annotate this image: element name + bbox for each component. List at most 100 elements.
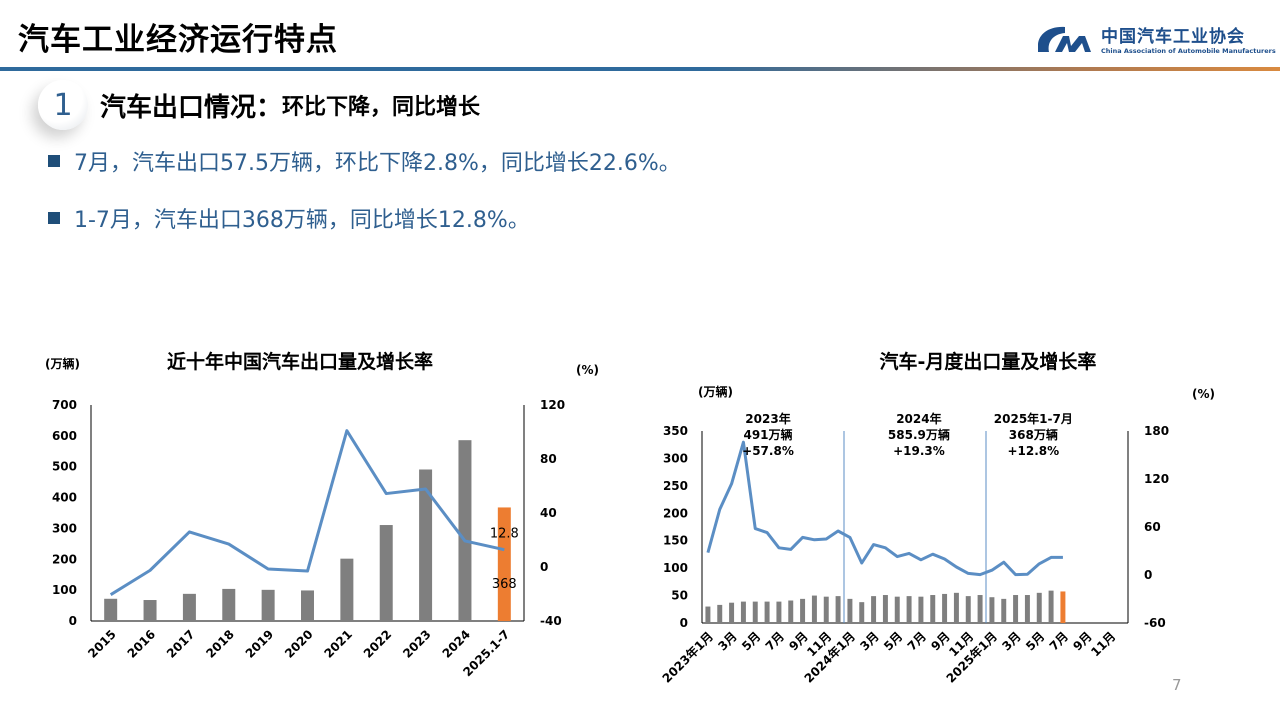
bullet-square-icon: [48, 155, 60, 167]
bar: [776, 601, 782, 623]
x-tick-label: 2023: [400, 627, 434, 661]
bar: [942, 593, 948, 623]
year-annotation: +57.8%: [742, 444, 794, 458]
y2-tick-label: 60: [1144, 520, 1161, 534]
bar: [847, 598, 853, 623]
logo-name-cn: 中国汽车工业协会: [1101, 27, 1245, 47]
y-tick-label: 700: [52, 398, 77, 412]
y-tick-label: 100: [52, 583, 77, 597]
section-title: 汽车出口情况：: [100, 92, 283, 123]
y-axis-unit: (万辆): [698, 384, 733, 399]
bar: [800, 598, 806, 623]
y2-axis-unit: (%): [1192, 387, 1215, 401]
bar: [497, 507, 511, 621]
chart-title: 汽车-月度出口量及增长率: [880, 350, 1097, 373]
x-tick-label: 3月: [857, 629, 881, 653]
bar: [740, 601, 746, 623]
x-tick-label: 3月: [999, 629, 1023, 653]
bar: [340, 558, 354, 621]
year-annotation: +19.3%: [893, 444, 945, 458]
x-tick-label: 2015: [85, 627, 119, 661]
y2-tick-label: -60: [1144, 616, 1166, 630]
bar: [871, 596, 877, 623]
page-number: 7: [1172, 676, 1182, 694]
x-tick-label: 2016: [125, 627, 159, 661]
x-tick-label: 3月: [715, 629, 739, 653]
growth-rate-line: [109, 429, 505, 596]
header-divider: [0, 67, 1280, 71]
bar: [705, 606, 711, 623]
bar: [1060, 591, 1066, 623]
x-tick-label: 7月: [763, 629, 787, 653]
growth-rate-line: [706, 440, 1063, 577]
bar: [182, 593, 196, 621]
bar: [918, 596, 924, 623]
bar: [143, 600, 157, 621]
bar: [989, 597, 995, 623]
y-tick-label: 350: [663, 424, 688, 438]
page-title: 汽车工业经济运行特点: [18, 22, 338, 58]
y2-tick-label: 0: [540, 560, 548, 574]
bar: [752, 601, 758, 623]
x-tick-label: 2022: [361, 627, 395, 661]
x-tick-label: 2021: [321, 627, 355, 661]
chart-title: 近十年中国汽车出口量及增长率: [167, 350, 433, 373]
y2-axis-unit: (%): [576, 363, 599, 377]
y-tick-label: 150: [663, 534, 688, 548]
x-tick-label: 2020: [282, 627, 316, 661]
bar: [930, 595, 936, 623]
x-tick-label: 2017: [164, 627, 198, 661]
y2-tick-label: 80: [540, 452, 557, 466]
bar: [764, 601, 770, 623]
x-tick-label: 2019: [243, 627, 277, 661]
x-tick-label: 7月: [1047, 629, 1071, 653]
bullet-item: 7月，汽车出口57.5万辆，环比下降2.8%，同比增长22.6%。: [48, 145, 681, 177]
x-tick-label: 2024: [440, 627, 474, 661]
section-number: 1: [38, 80, 88, 130]
annual-export-chart: 近十年中国汽车出口量及增长率(万辆) (%)0100200300400500600…: [45, 350, 599, 679]
caam-logo: 中国汽车工业协会 China Association of Automobile…: [1035, 22, 1276, 55]
y-tick-label: 200: [52, 552, 77, 566]
year-annotation: 491万辆: [743, 427, 792, 442]
year-annotation: 368万辆: [1009, 427, 1058, 442]
bar: [1036, 592, 1042, 623]
data-label-volume: 368: [492, 577, 517, 592]
y-tick-label: 300: [52, 521, 77, 535]
logo-name-en: China Association of Automobile Manufact…: [1101, 47, 1276, 55]
bar: [882, 595, 888, 623]
section-subtitle: 环比下降，同比增长: [282, 95, 481, 120]
bar: [906, 596, 912, 623]
section-heading: 1 汽车出口情况： 环比下降，同比增长: [38, 80, 480, 130]
bar: [1013, 595, 1019, 623]
y-tick-label: 100: [663, 561, 688, 575]
x-tick-label: 2023年1月: [659, 629, 716, 686]
bar: [261, 589, 275, 621]
bar: [458, 440, 472, 621]
bar: [859, 602, 865, 623]
bar: [379, 525, 393, 621]
x-tick-label: 11月: [1088, 629, 1118, 659]
bullet-item: 1-7月，汽车出口368万辆，同比增长12.8%。: [48, 202, 530, 234]
x-tick-label: 5月: [1023, 629, 1047, 653]
bullet-square-icon: [48, 212, 60, 224]
bullet-text: 1-7月，汽车出口368万辆，同比增长12.8%。: [74, 208, 530, 233]
bar: [788, 600, 794, 623]
y2-tick-label: -40: [540, 614, 562, 628]
year-annotation: 2023年: [745, 411, 790, 426]
x-tick-label: 2018: [203, 627, 237, 661]
bar: [823, 596, 829, 623]
x-tick-label: 5月: [881, 629, 905, 653]
y2-tick-label: 40: [540, 506, 557, 520]
bar: [222, 588, 236, 621]
year-annotation: 2025年1-7月: [994, 411, 1073, 426]
y-tick-label: 0: [69, 614, 77, 628]
caam-logo-mark-icon: [1038, 26, 1091, 52]
y2-tick-label: 180: [1144, 424, 1169, 438]
year-annotation: 2024年: [896, 411, 941, 426]
bar: [977, 595, 983, 623]
bar: [1048, 590, 1054, 623]
bar: [717, 604, 723, 623]
y-axis-unit: (万辆): [45, 356, 80, 371]
y-tick-label: 250: [663, 479, 688, 493]
y2-tick-label: 0: [1144, 568, 1152, 582]
